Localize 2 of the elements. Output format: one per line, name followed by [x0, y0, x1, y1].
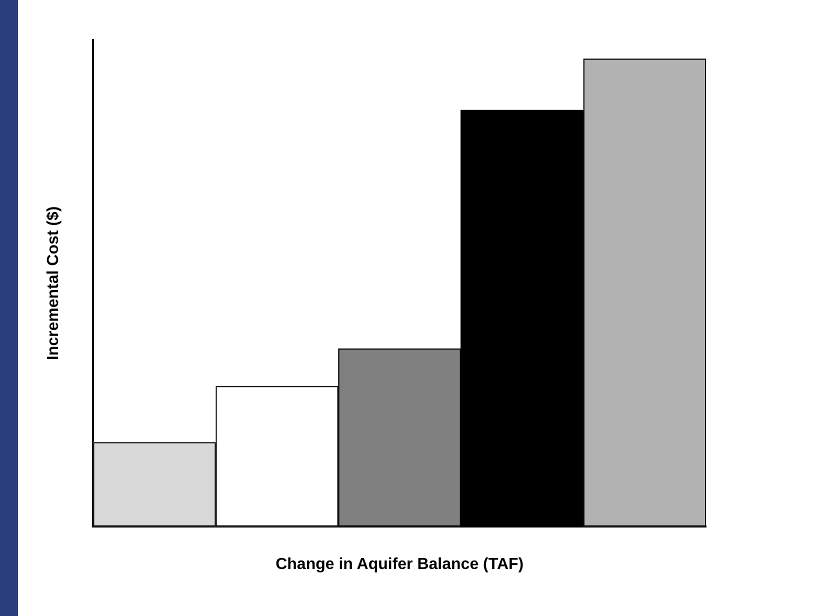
y-axis-title: Incremental Cost ($)	[45, 206, 62, 360]
x-axis-title: Change in Aquifer Balance (TAF)	[276, 556, 524, 573]
